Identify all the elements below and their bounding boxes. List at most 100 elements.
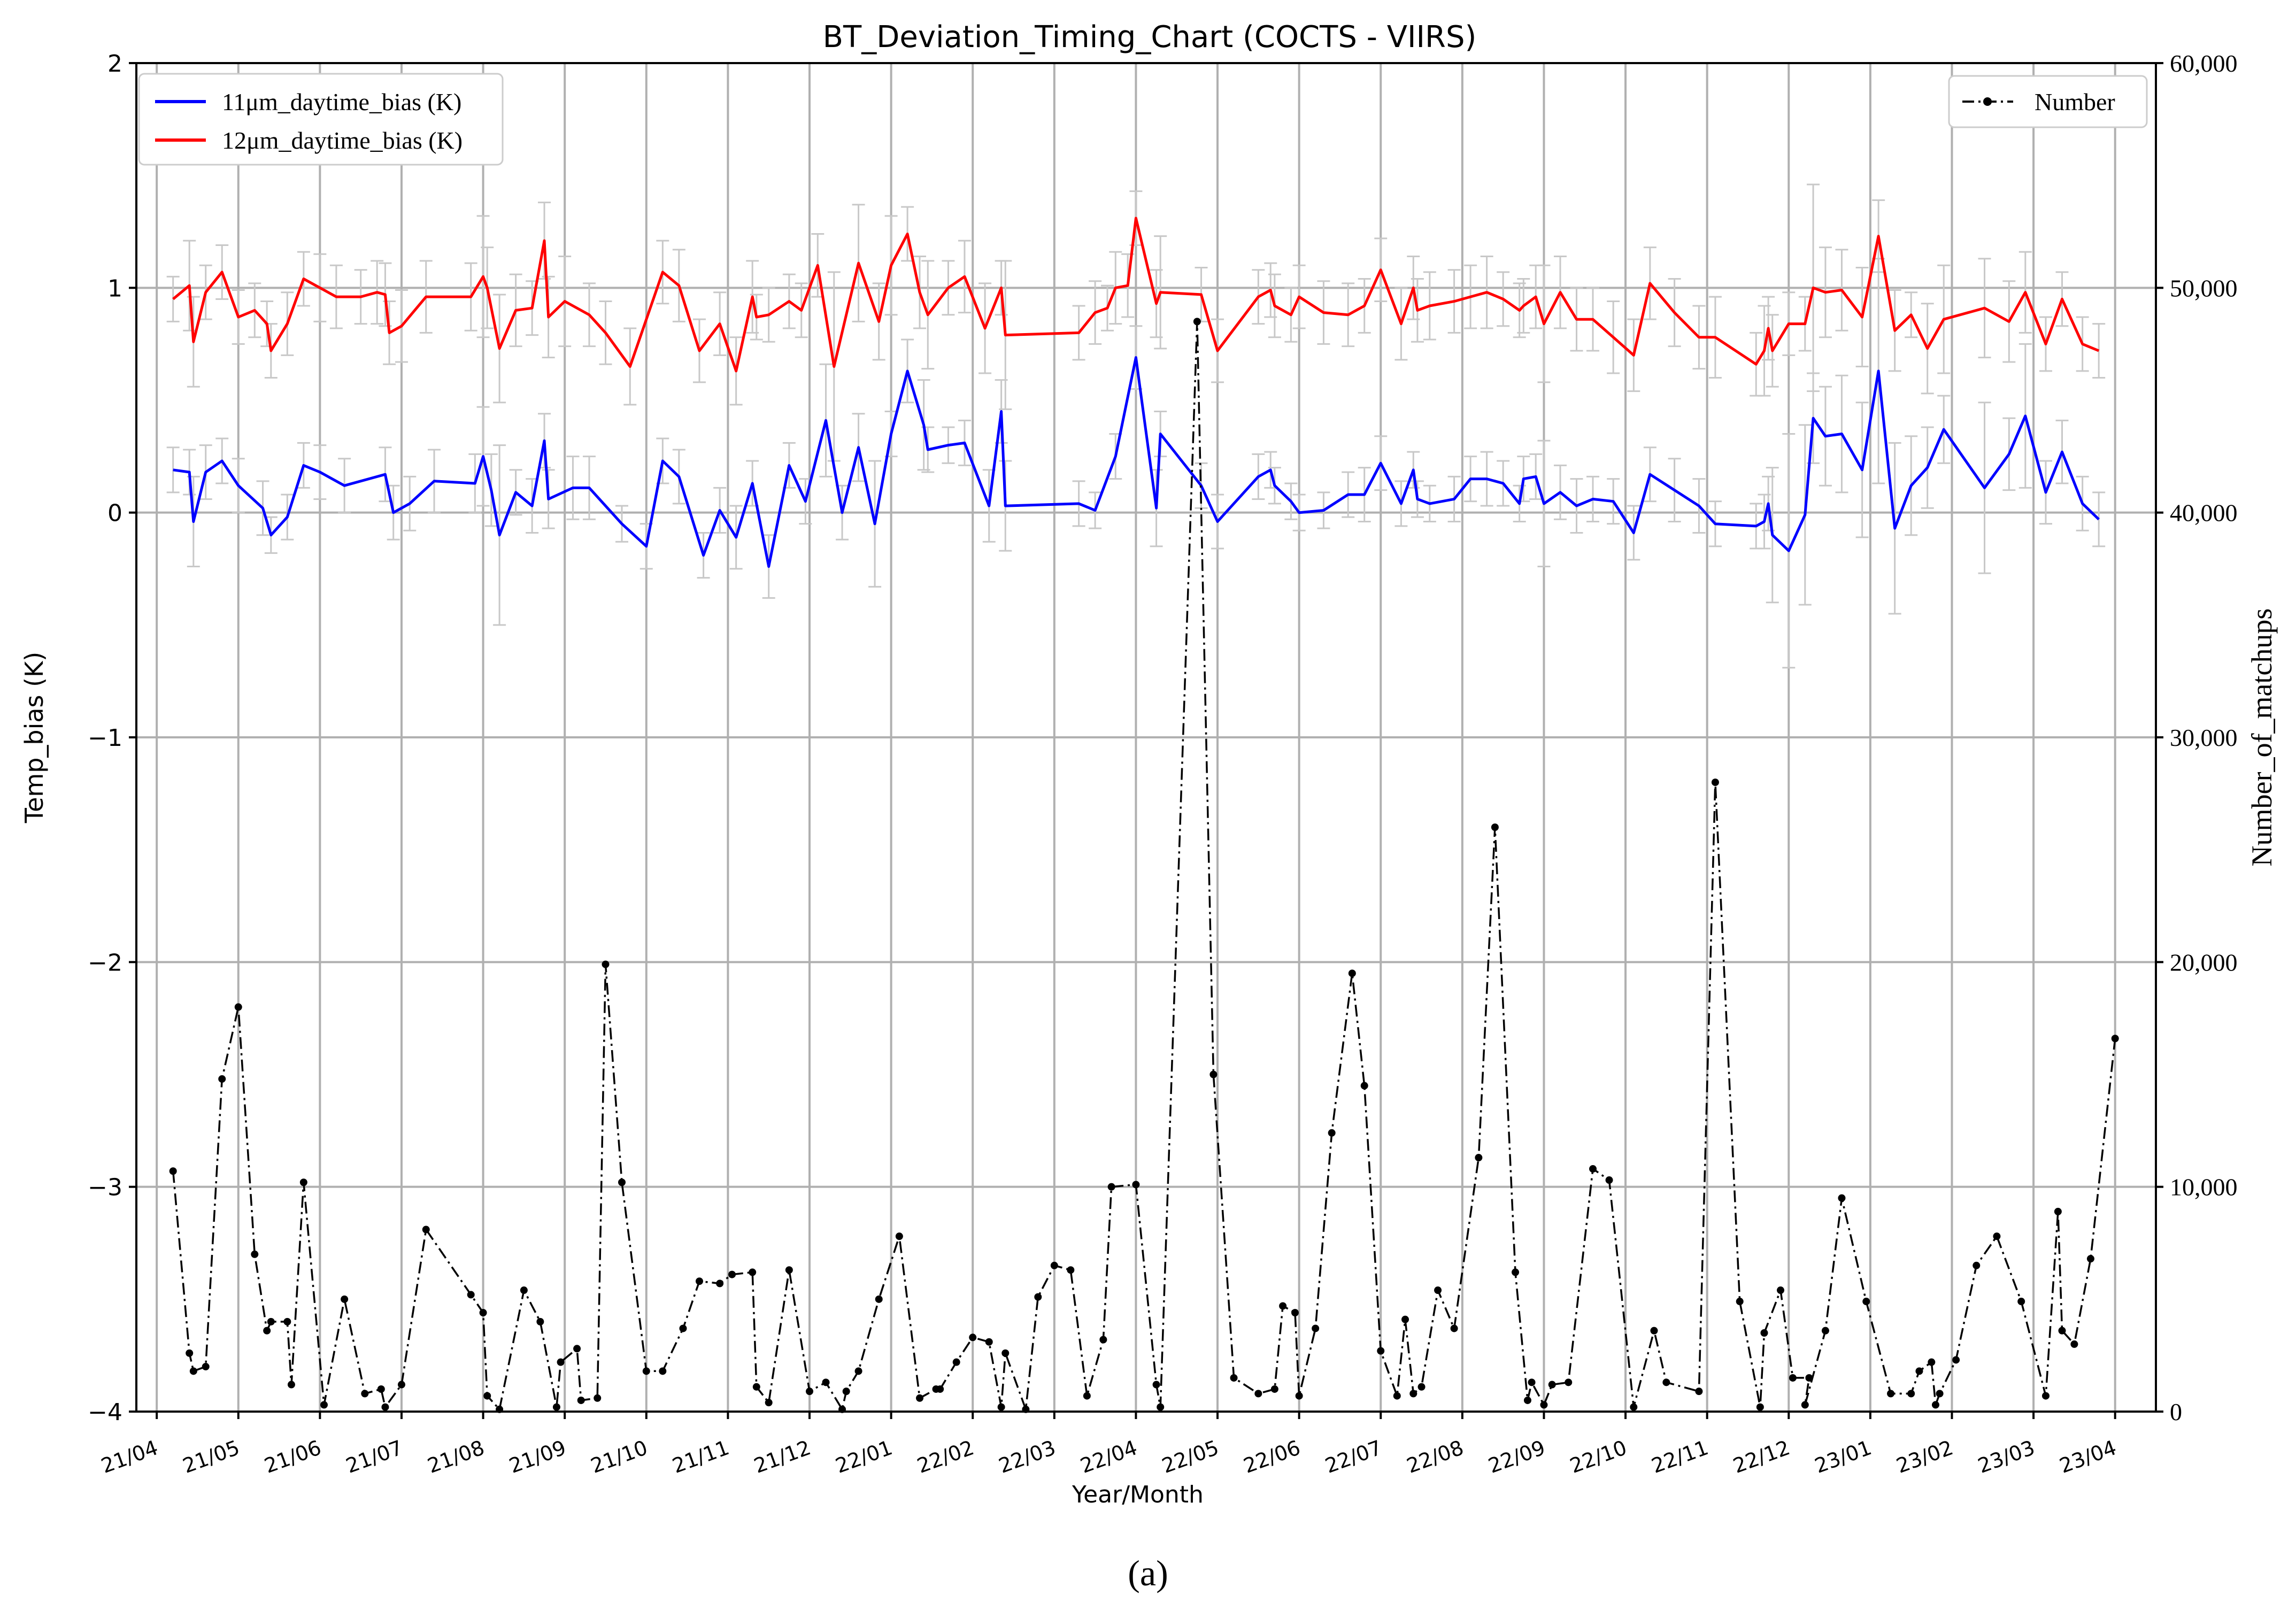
- number-marker: [679, 1324, 687, 1332]
- x-tick-label: 21/07: [343, 1436, 406, 1478]
- number-marker: [1312, 1324, 1320, 1332]
- y-tick-label-right: 60,000: [2170, 50, 2238, 77]
- y-tick-label-right: 0: [2170, 1398, 2182, 1425]
- legend-label-number: Number: [2035, 88, 2115, 115]
- number-marker: [1360, 1082, 1368, 1090]
- x-tick-label: 22/09: [1485, 1436, 1548, 1478]
- number-marker: [1254, 1390, 1262, 1398]
- number-marker: [422, 1226, 430, 1234]
- number-marker: [479, 1309, 487, 1317]
- number-marker: [1099, 1336, 1107, 1344]
- number-marker: [2058, 1327, 2066, 1335]
- legend-left: 11μm_daytime_bias (K) 12μm_daytime_bias …: [138, 73, 504, 166]
- number-marker: [1952, 1356, 1960, 1364]
- number-marker: [1152, 1381, 1160, 1389]
- number-marker: [785, 1266, 793, 1274]
- number-marker: [1805, 1374, 1813, 1382]
- y-tick-label-right: 40,000: [2170, 499, 2238, 527]
- number-marker: [1528, 1378, 1536, 1386]
- number-marker: [1760, 1329, 1768, 1337]
- number-marker: [875, 1295, 883, 1303]
- number-marker: [1193, 318, 1201, 326]
- number-marker: [251, 1250, 259, 1258]
- number-marker: [2111, 1035, 2119, 1043]
- x-tick-label: 22/11: [1648, 1436, 1712, 1478]
- number-marker: [1230, 1374, 1238, 1382]
- number-marker: [341, 1295, 349, 1303]
- y-axis-label-left: Temp_bias (K): [20, 652, 49, 823]
- y-tick-label-left: −3: [88, 1174, 122, 1201]
- x-tick-label: 22/01: [833, 1436, 896, 1478]
- number-marker: [749, 1268, 757, 1276]
- number-marker: [1711, 779, 1719, 787]
- x-tick-label: 21/04: [98, 1436, 161, 1478]
- number-marker: [1801, 1401, 1809, 1409]
- number-marker: [361, 1390, 369, 1398]
- number-marker: [287, 1381, 295, 1389]
- number-marker: [1936, 1390, 1944, 1398]
- number-marker: [169, 1167, 177, 1175]
- number-marker: [552, 1403, 560, 1411]
- number-marker: [1605, 1176, 1613, 1184]
- x-tick-label: 21/11: [669, 1436, 733, 1478]
- legend-left-box: [138, 73, 504, 166]
- number-marker: [1107, 1183, 1115, 1191]
- y-tick-label-left: 0: [107, 500, 122, 527]
- number-marker: [299, 1178, 307, 1186]
- number-marker: [1475, 1154, 1483, 1162]
- number-marker: [1132, 1181, 1140, 1189]
- number-marker: [267, 1317, 275, 1325]
- number-marker: [822, 1378, 830, 1386]
- number-marker: [186, 1349, 194, 1357]
- y-tick-label-left: 1: [107, 275, 122, 302]
- number-marker: [1401, 1315, 1409, 1323]
- number-marker: [536, 1317, 544, 1325]
- number-marker: [1270, 1385, 1278, 1393]
- legend-label-12um: 12μm_daytime_bias (K): [222, 127, 463, 154]
- number-marker: [602, 960, 610, 968]
- legend-right: Number: [1948, 75, 2148, 128]
- number-marker: [577, 1396, 585, 1404]
- number-marker: [467, 1291, 475, 1299]
- number-marker: [1291, 1309, 1299, 1317]
- number-marker: [895, 1232, 903, 1240]
- x-tick-label: 21/08: [425, 1436, 488, 1478]
- number-marker: [1589, 1165, 1597, 1173]
- x-tick-label: 22/04: [1077, 1436, 1141, 1478]
- number-marker: [263, 1327, 271, 1335]
- number-marker: [557, 1358, 565, 1366]
- x-tick-label: 22/05: [1159, 1436, 1222, 1478]
- ticks: 21/04 21/05 21/06 21/07 21/08 21/09 21/10 21/11…: [88, 50, 2237, 1478]
- number-marker: [1777, 1286, 1785, 1294]
- number-marker: [1295, 1392, 1303, 1400]
- number-marker: [1789, 1374, 1797, 1382]
- number-marker: [1695, 1388, 1703, 1396]
- number-marker: [997, 1403, 1005, 1411]
- x-tick-label: 23/01: [1812, 1436, 1875, 1478]
- x-tick-label: 23/04: [2056, 1436, 2120, 1478]
- number-marker: [283, 1317, 291, 1325]
- number-marker: [1862, 1298, 1870, 1306]
- number-marker: [2086, 1255, 2094, 1263]
- y-tick-label-right: 20,000: [2170, 949, 2238, 976]
- number-marker: [234, 1003, 242, 1011]
- number-marker: [985, 1338, 993, 1346]
- number-marker: [916, 1394, 924, 1402]
- x-tick-label: 21/09: [506, 1436, 569, 1478]
- legend-label-11um: 11μm_daytime_bias (K): [222, 88, 461, 115]
- number-marker: [594, 1394, 602, 1402]
- y-tick-label-left: −4: [88, 1399, 122, 1426]
- number-marker: [1736, 1298, 1744, 1306]
- number-marker: [320, 1401, 328, 1409]
- number-marker: [1409, 1390, 1417, 1398]
- number-marker: [1034, 1293, 1042, 1301]
- number-marker: [2017, 1298, 2025, 1306]
- x-tick-label: 21/10: [588, 1436, 651, 1478]
- number-marker: [397, 1381, 405, 1389]
- y-tick-label-left: 2: [107, 50, 122, 78]
- number-marker: [936, 1385, 944, 1393]
- x-tick-label: 21/05: [180, 1436, 243, 1478]
- number-marker: [1915, 1367, 1923, 1375]
- number-marker: [483, 1392, 491, 1400]
